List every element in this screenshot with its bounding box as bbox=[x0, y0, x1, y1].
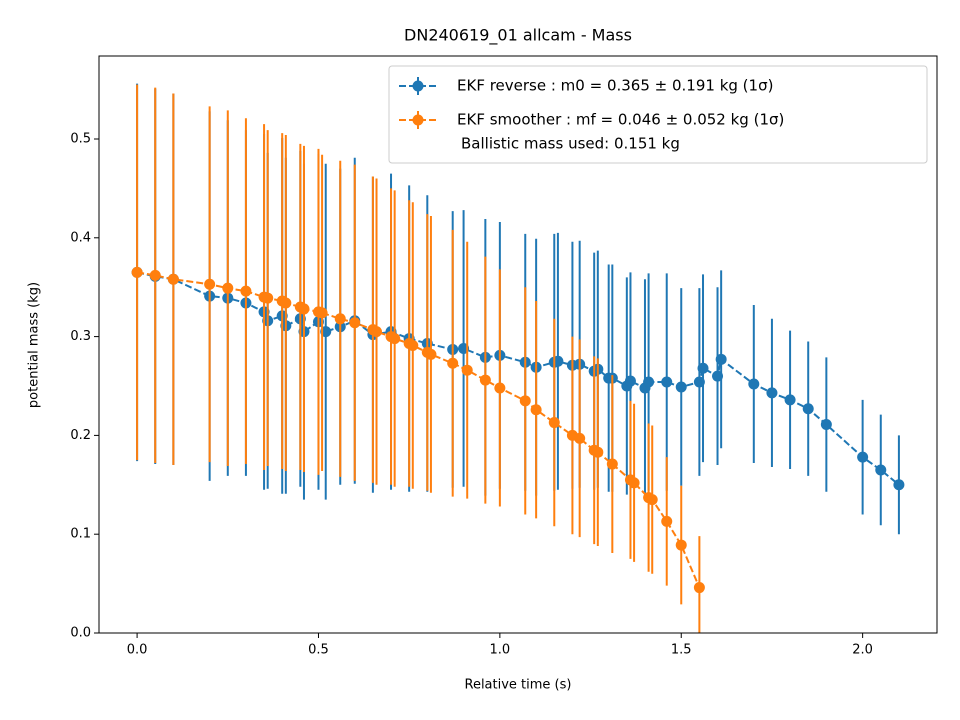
legend-note: Ballistic mass used: 0.151 kg bbox=[461, 135, 680, 153]
y-tick-label: 0.0 bbox=[70, 626, 91, 641]
data-point bbox=[574, 432, 586, 444]
data-point bbox=[316, 307, 328, 319]
data-point bbox=[149, 269, 161, 281]
legend-marker bbox=[412, 80, 424, 92]
data-point bbox=[802, 403, 814, 415]
plot-area bbox=[131, 83, 905, 633]
legend-label: EKF reverse : m0 = 0.365 ± 0.191 kg (1σ) bbox=[457, 77, 773, 95]
data-point bbox=[519, 395, 531, 407]
legend-marker bbox=[412, 114, 424, 126]
data-point bbox=[204, 278, 216, 290]
data-point bbox=[766, 387, 778, 399]
data-point bbox=[820, 419, 832, 431]
data-point bbox=[548, 417, 560, 429]
data-point bbox=[479, 374, 491, 386]
data-point bbox=[693, 376, 705, 388]
data-point bbox=[222, 282, 234, 294]
legend-label: EKF smoother : mf = 0.046 ± 0.052 kg (1σ… bbox=[457, 111, 784, 129]
data-point bbox=[262, 292, 274, 304]
data-point bbox=[389, 333, 401, 345]
data-point bbox=[298, 303, 310, 315]
data-point bbox=[628, 477, 640, 489]
data-point bbox=[715, 353, 727, 365]
series-line bbox=[136, 271, 900, 486]
data-point bbox=[606, 458, 618, 470]
data-point bbox=[675, 381, 687, 393]
y-tick-label: 0.1 bbox=[70, 527, 91, 542]
x-axis-label: Relative time (s) bbox=[465, 678, 572, 693]
data-point bbox=[334, 313, 346, 325]
legend-box bbox=[388, 65, 928, 164]
data-point bbox=[349, 317, 361, 329]
data-point bbox=[407, 339, 419, 351]
data-point bbox=[643, 376, 655, 388]
data-point bbox=[131, 266, 143, 278]
x-tick-label: 0.0 bbox=[127, 643, 148, 658]
data-point bbox=[675, 539, 687, 551]
data-point bbox=[167, 273, 179, 285]
data-point bbox=[240, 285, 252, 297]
data-point bbox=[893, 479, 905, 491]
x-tick-label: 2.0 bbox=[852, 643, 873, 658]
data-point bbox=[280, 297, 292, 309]
chart-title: DN240619_01 allcam - Mass bbox=[404, 26, 632, 46]
data-point bbox=[530, 404, 542, 416]
x-tick-label: 0.5 bbox=[308, 643, 329, 658]
y-tick-label: 0.4 bbox=[70, 230, 91, 245]
y-tick-label: 0.2 bbox=[70, 428, 91, 443]
data-point bbox=[425, 348, 437, 360]
data-point bbox=[461, 364, 473, 376]
data-point bbox=[712, 370, 724, 382]
data-point bbox=[494, 382, 506, 394]
data-point bbox=[661, 376, 673, 388]
y-axis-label: potential mass (kg) bbox=[27, 282, 42, 408]
y-tick-label: 0.3 bbox=[70, 329, 91, 344]
series-line bbox=[136, 271, 701, 588]
data-point bbox=[661, 515, 673, 527]
x-tick-label: 1.0 bbox=[490, 643, 511, 658]
data-point bbox=[624, 375, 636, 387]
data-point bbox=[697, 362, 709, 374]
data-point bbox=[646, 494, 658, 506]
data-point bbox=[592, 446, 604, 458]
data-point bbox=[447, 357, 459, 369]
plot-frame bbox=[98, 55, 938, 634]
data-point bbox=[875, 464, 887, 476]
data-point bbox=[748, 378, 760, 390]
data-point bbox=[857, 451, 869, 463]
y-tick-label: 0.5 bbox=[70, 131, 91, 146]
x-tick-label: 1.5 bbox=[671, 643, 692, 658]
data-point bbox=[784, 394, 796, 406]
data-point bbox=[371, 326, 383, 338]
data-point bbox=[693, 582, 705, 594]
